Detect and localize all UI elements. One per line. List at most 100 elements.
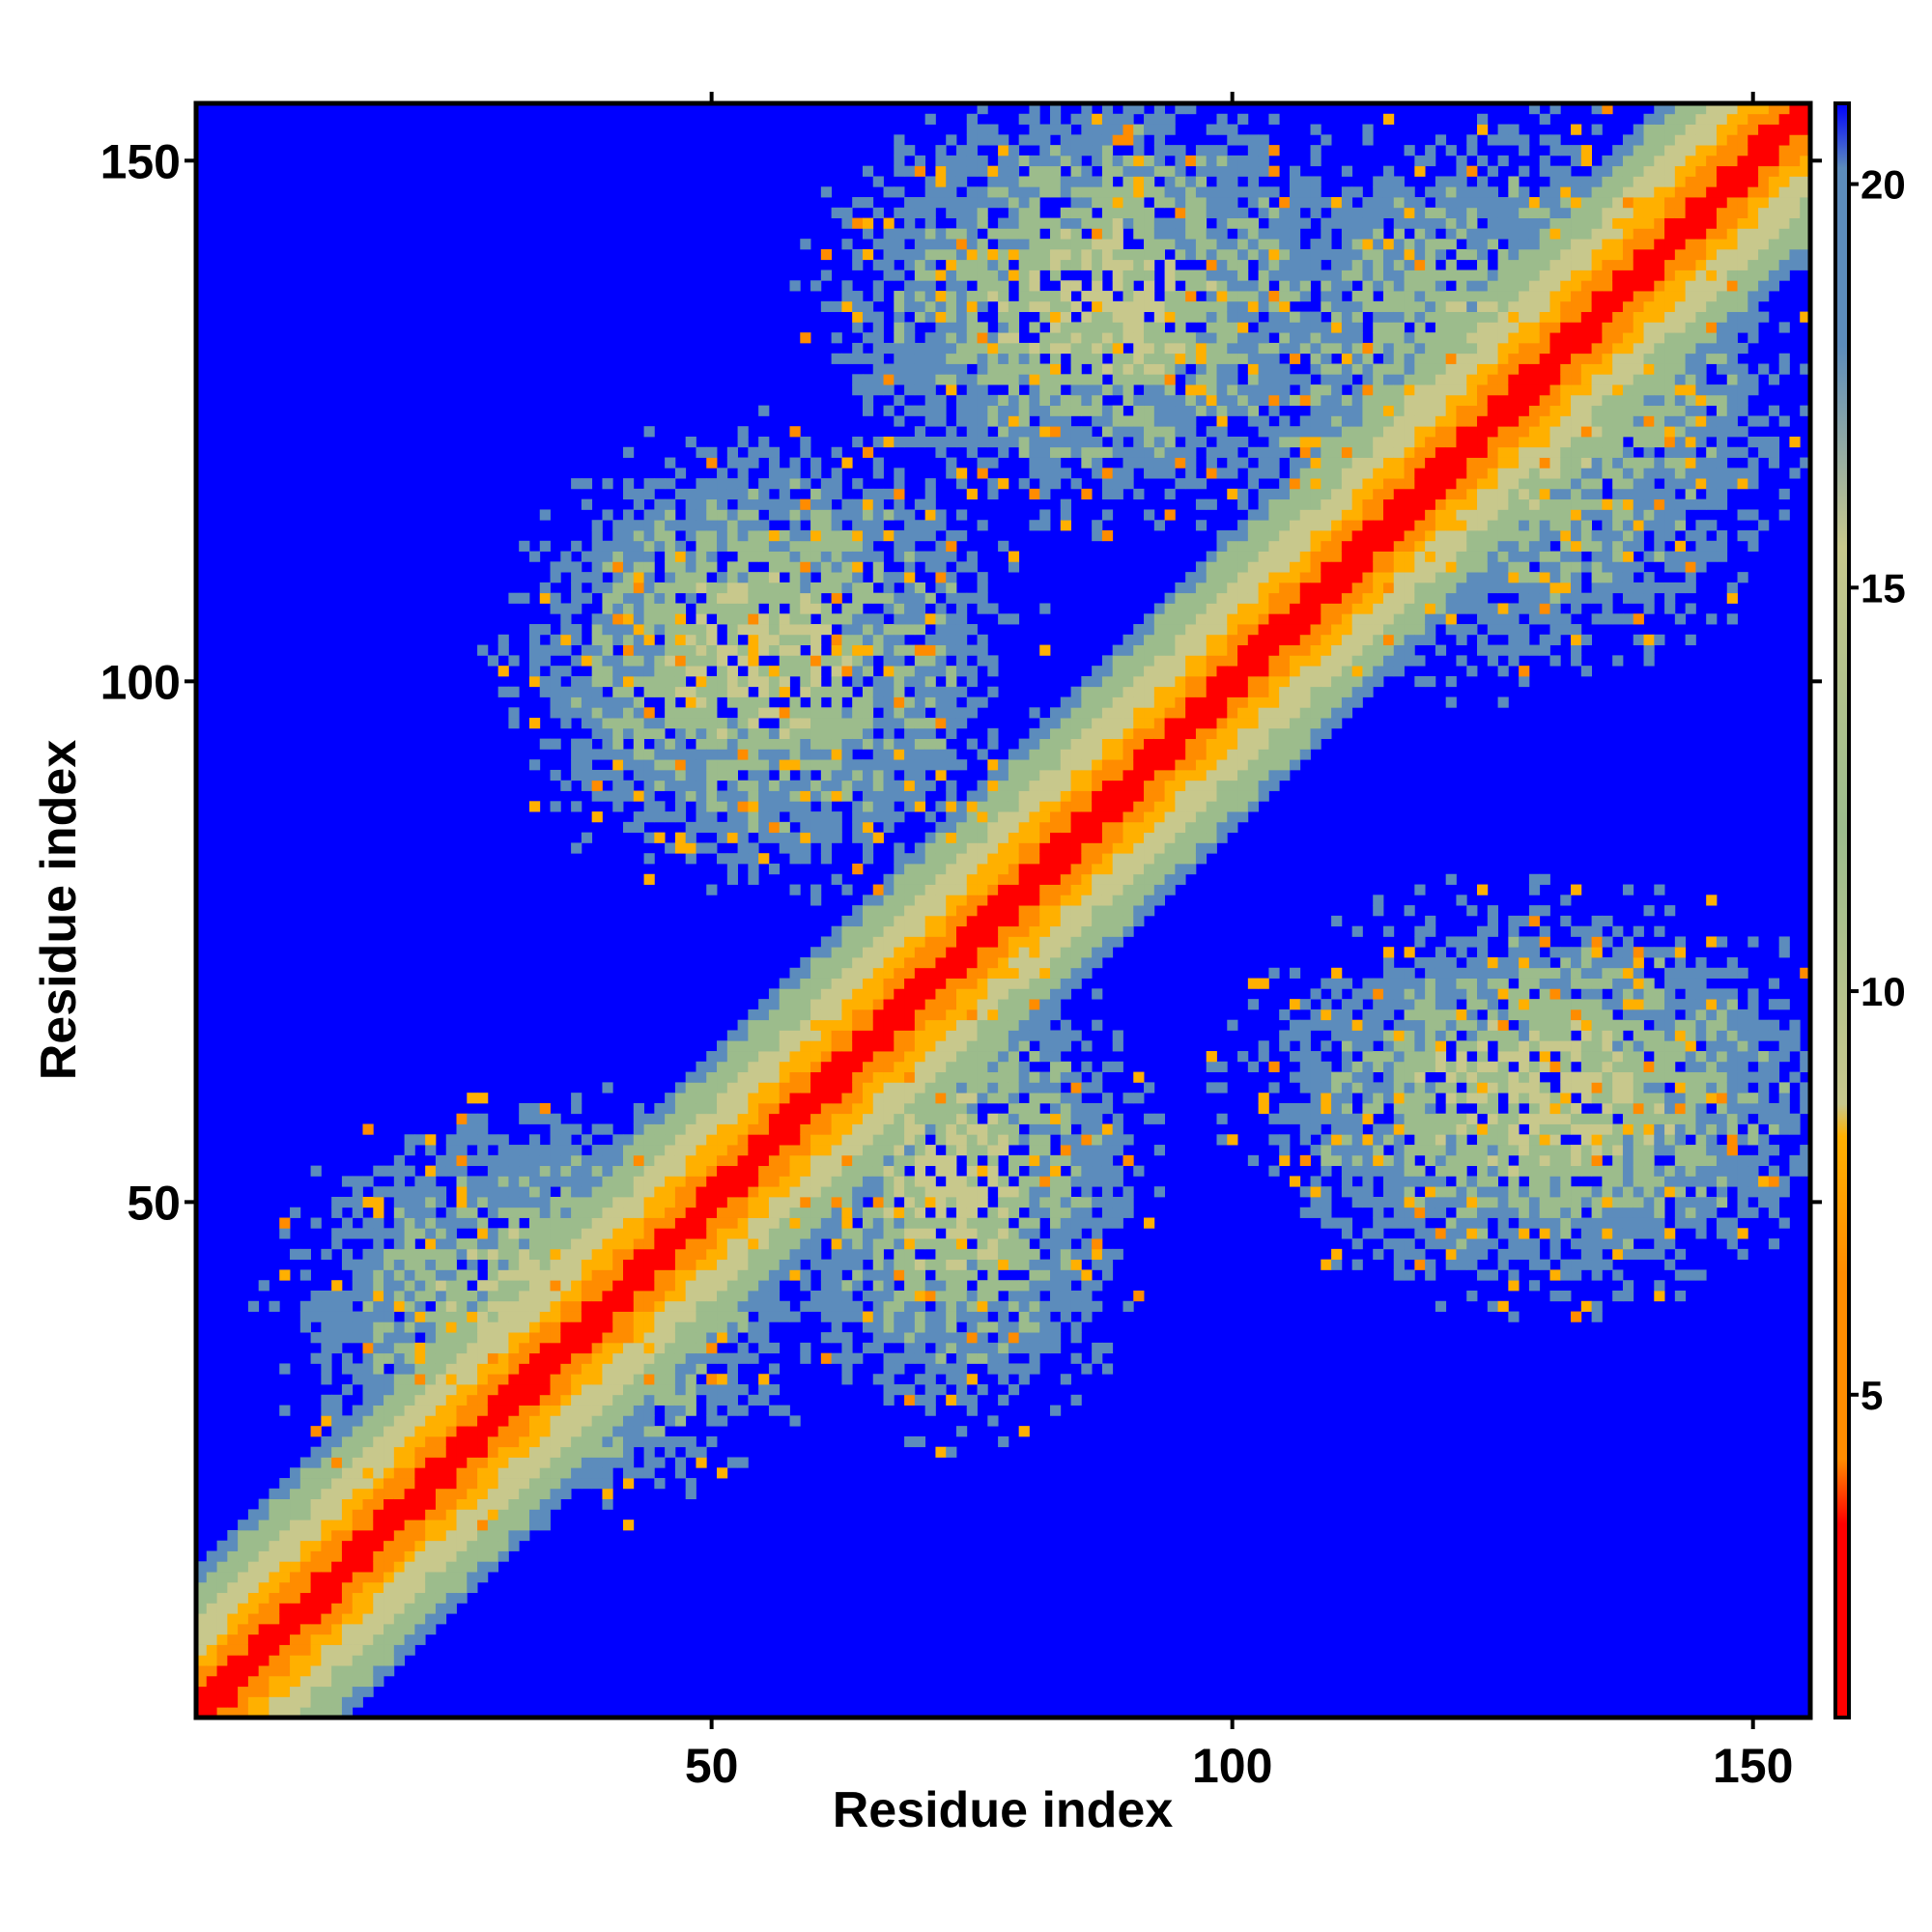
heatmap-cell: [820, 300, 833, 313]
heatmap-cell: [1050, 1082, 1062, 1094]
heatmap-cell: [862, 895, 874, 906]
heatmap-cell: [862, 1040, 874, 1052]
heatmap-cell: [841, 291, 853, 302]
heatmap-cell: [310, 1572, 322, 1583]
heatmap-cell: [998, 446, 1009, 458]
heatmap-cell: [820, 1009, 833, 1021]
heatmap-cell: [581, 1196, 593, 1208]
heatmap-cell: [643, 603, 655, 614]
heatmap-cell: [820, 1352, 833, 1364]
heatmap-cell: [894, 1019, 905, 1031]
heatmap-cell: [623, 790, 635, 802]
heatmap-cell: [352, 1561, 363, 1573]
heatmap-cell: [924, 415, 936, 427]
heatmap-cell: [894, 1102, 905, 1115]
heatmap-cell: [685, 572, 696, 583]
heatmap-cell: [946, 1071, 957, 1083]
heatmap-cell: [216, 1572, 228, 1583]
heatmap-cell: [779, 1154, 790, 1167]
heatmap-cell: [977, 165, 988, 177]
heatmap-cell: [685, 1488, 696, 1500]
heatmap-cell: [404, 1300, 415, 1312]
heatmap-cell: [717, 821, 728, 834]
heatmap-cell: [550, 592, 561, 604]
heatmap-cell: [955, 1093, 968, 1104]
heatmap-cell: [665, 1259, 676, 1270]
heatmap-cell: [456, 1498, 468, 1510]
heatmap-cell: [665, 1374, 676, 1385]
heatmap-cell: [883, 675, 895, 688]
heatmap-cell: [872, 1332, 884, 1344]
heatmap-cell: [852, 592, 864, 604]
heatmap-cell: [685, 727, 696, 740]
heatmap-cell: [852, 634, 864, 645]
heatmap-cell: [425, 1384, 437, 1396]
heatmap-cell: [435, 1478, 447, 1490]
heatmap-cell: [977, 790, 988, 802]
heatmap-cell: [685, 1102, 696, 1115]
heatmap-cell: [883, 707, 895, 719]
heatmap-cell: [425, 1520, 437, 1531]
heatmap-cell: [560, 1165, 572, 1177]
heatmap-cell: [946, 895, 957, 906]
heatmap-cell: [977, 895, 988, 906]
heatmap-cell: [914, 1290, 926, 1302]
heatmap-cell: [696, 603, 707, 614]
heatmap-cell: [560, 1405, 572, 1416]
heatmap-cell: [758, 811, 770, 823]
heatmap-cell: [904, 1134, 916, 1146]
heatmap-cell: [560, 1311, 572, 1322]
heatmap-cell: [946, 1165, 957, 1177]
heatmap-cell: [1029, 957, 1040, 969]
heatmap-cell: [935, 999, 947, 1010]
heatmap-cell: [674, 780, 687, 791]
heatmap-cell: [924, 1217, 936, 1229]
heatmap-cell: [685, 644, 696, 656]
heatmap-cell: [1039, 259, 1051, 270]
heatmap-cell: [987, 1248, 999, 1261]
heatmap-cell: [665, 1196, 676, 1208]
heatmap-cell: [393, 1540, 406, 1551]
heatmap-cell: [602, 634, 613, 645]
heatmap-cell: [820, 821, 833, 834]
heatmap-cell: [946, 248, 957, 261]
heatmap-cell: [414, 1259, 426, 1270]
heatmap-cell: [946, 925, 957, 937]
heatmap-cell: [737, 1321, 749, 1333]
heatmap-cell: [467, 1457, 478, 1468]
heatmap-cell: [623, 749, 635, 760]
heatmap-cell: [998, 248, 1009, 261]
heatmap-cell: [998, 134, 1009, 146]
heatmap-cell: [872, 1019, 884, 1031]
heatmap-cell: [612, 1176, 624, 1187]
heatmap-cell: [550, 1405, 561, 1416]
heatmap-cell: [977, 197, 988, 209]
heatmap-cell: [331, 1707, 343, 1718]
heatmap-cell: [591, 634, 603, 645]
heatmap-cell: [435, 1196, 447, 1208]
heatmap-cell: [414, 1613, 426, 1625]
heatmap-cell: [894, 291, 905, 302]
heatmap-cell: [362, 1581, 374, 1594]
heatmap-cell: [831, 1102, 842, 1115]
heatmap-cell: [1060, 1311, 1071, 1322]
heatmap-cell: [717, 1280, 728, 1292]
heatmap-cell: [643, 613, 655, 625]
heatmap-cell: [820, 811, 833, 823]
heatmap-cell: [924, 1176, 936, 1187]
heatmap-cell: [519, 1374, 530, 1385]
heatmap-cell: [894, 1300, 905, 1312]
heatmap-cell: [633, 727, 644, 740]
heatmap-cell: [955, 1290, 968, 1302]
heatmap-cell: [935, 1280, 947, 1292]
heatmap-cell: [539, 1426, 551, 1437]
heatmap-cell: [654, 1145, 666, 1156]
heatmap-cell: [331, 1696, 343, 1708]
heatmap-cell: [852, 259, 864, 270]
heatmap-cell: [1039, 1154, 1051, 1167]
heatmap-cell: [977, 999, 988, 1010]
heatmap-cell: [820, 1082, 833, 1094]
heatmap-cell: [643, 1134, 655, 1146]
heatmap-cell: [779, 1405, 790, 1416]
heatmap-cell: [1008, 1154, 1020, 1167]
